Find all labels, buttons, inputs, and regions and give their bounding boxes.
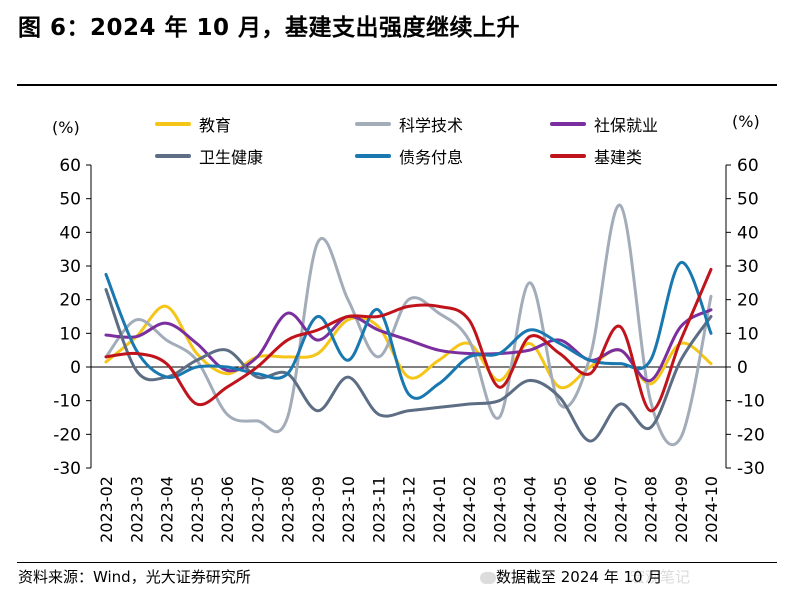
x-tick-label: 2024-02 xyxy=(460,476,479,543)
y-tick-label-right: 30 xyxy=(737,257,759,277)
series-line-science-technology xyxy=(104,203,713,447)
x-tick-label: 2024-08 xyxy=(642,476,661,543)
legend-label-education: 教育 xyxy=(199,116,232,135)
y-tick-label-left: 20 xyxy=(59,291,81,311)
y-tick-label-right: 50 xyxy=(737,190,759,210)
x-tick-label: 2023-08 xyxy=(279,476,298,543)
wechat-icon xyxy=(480,571,496,584)
x-tick-label: 2024-04 xyxy=(521,476,540,543)
y-tick-label-left: 50 xyxy=(59,190,81,210)
legend-swatch-social-security xyxy=(550,122,586,126)
x-tick-label: 2024-03 xyxy=(490,476,509,543)
y-tick-label-right: 20 xyxy=(737,291,759,311)
legend: 教育 科学技术 社保就业 卫生健康 债务付息 基建类 xyxy=(150,112,710,172)
x-tick-label: 2024-06 xyxy=(581,476,600,543)
x-tick-label: 2023-06 xyxy=(218,476,237,543)
bottom-rule xyxy=(17,562,777,563)
y-tick-label-right: -30 xyxy=(737,459,765,479)
left-axis-unit: (%) xyxy=(52,118,80,137)
series-line-education xyxy=(104,304,713,390)
x-tick-label: 2023-10 xyxy=(339,476,358,543)
x-tick-label: 2023-12 xyxy=(400,476,419,543)
y-tick-label-left: 60 xyxy=(59,156,81,176)
x-tick-label: 2024-10 xyxy=(702,476,721,543)
x-tick-label: 2023-03 xyxy=(127,476,146,543)
legend-item-social-security: 社保就业 xyxy=(550,112,658,136)
legend-swatch-education xyxy=(155,122,191,126)
y-tick-label-right: 60 xyxy=(737,156,759,176)
x-tick-label: 2023-11 xyxy=(369,476,388,543)
watermark-text: 宏观笔记 xyxy=(630,568,691,586)
y-tick-label-left: -10 xyxy=(53,392,81,412)
x-tick-label: 2023-04 xyxy=(158,476,177,543)
legend-swatch-debt-interest xyxy=(355,154,391,158)
legend-label-health: 卫生健康 xyxy=(199,148,264,167)
x-tick-label: 2023-05 xyxy=(188,476,207,543)
legend-label-social-security: 社保就业 xyxy=(594,116,659,135)
legend-label-debt-interest: 债务付息 xyxy=(399,148,464,167)
series-line-social-security xyxy=(104,308,713,382)
legend-swatch-science xyxy=(355,122,391,126)
x-tick-label: 2023-07 xyxy=(248,476,267,543)
x-tick-label: 2024-05 xyxy=(551,476,570,543)
series-line-debt-interest xyxy=(104,261,713,400)
y-tick-label-right: 0 xyxy=(737,358,748,378)
data-date-note: 数据截至 2024 年 10 月 xyxy=(496,568,663,586)
legend-item-debt-interest: 债务付息 xyxy=(355,144,463,168)
x-tick-label: 2024-09 xyxy=(672,476,691,543)
y-tick-label-right: 40 xyxy=(737,223,759,243)
y-tick-label-right: 10 xyxy=(737,324,759,344)
legend-item-infrastructure: 基建类 xyxy=(550,144,642,168)
x-tick-label: 2024-07 xyxy=(611,476,630,543)
series-line-infrastructure xyxy=(104,267,713,413)
y-tick-label-left: 0 xyxy=(70,358,81,378)
x-tick-label: 2024-01 xyxy=(430,476,449,543)
watermark: 宏观笔记 xyxy=(480,566,690,587)
y-tick-label-right: -10 xyxy=(737,392,765,412)
legend-swatch-health xyxy=(155,154,191,158)
legend-swatch-infrastructure xyxy=(550,154,586,158)
y-tick-label-left: -20 xyxy=(53,425,81,445)
source-note: 资料来源：Wind，光大证券研究所 xyxy=(18,568,251,586)
y-tick-label-left: 10 xyxy=(59,324,81,344)
legend-label-science: 科学技术 xyxy=(399,116,464,135)
x-tick-label: 2023-02 xyxy=(97,476,116,543)
y-tick-label-left: 40 xyxy=(59,223,81,243)
top-rule xyxy=(17,84,777,86)
y-tick-label-left: -30 xyxy=(53,459,81,479)
y-tick-label-right: -20 xyxy=(737,425,765,445)
x-tick-label: 2023-09 xyxy=(309,476,328,543)
y-tick-label-left: 30 xyxy=(59,257,81,277)
legend-label-infrastructure: 基建类 xyxy=(594,148,643,167)
legend-item-science: 科学技术 xyxy=(355,112,463,136)
legend-item-education: 教育 xyxy=(155,112,231,136)
chart-title: 图 6：2024 年 10 月，基建支出强度继续上升 xyxy=(18,15,521,41)
legend-item-health: 卫生健康 xyxy=(155,144,263,168)
right-axis-unit: (%) xyxy=(732,112,760,131)
series-line-health xyxy=(104,288,713,443)
